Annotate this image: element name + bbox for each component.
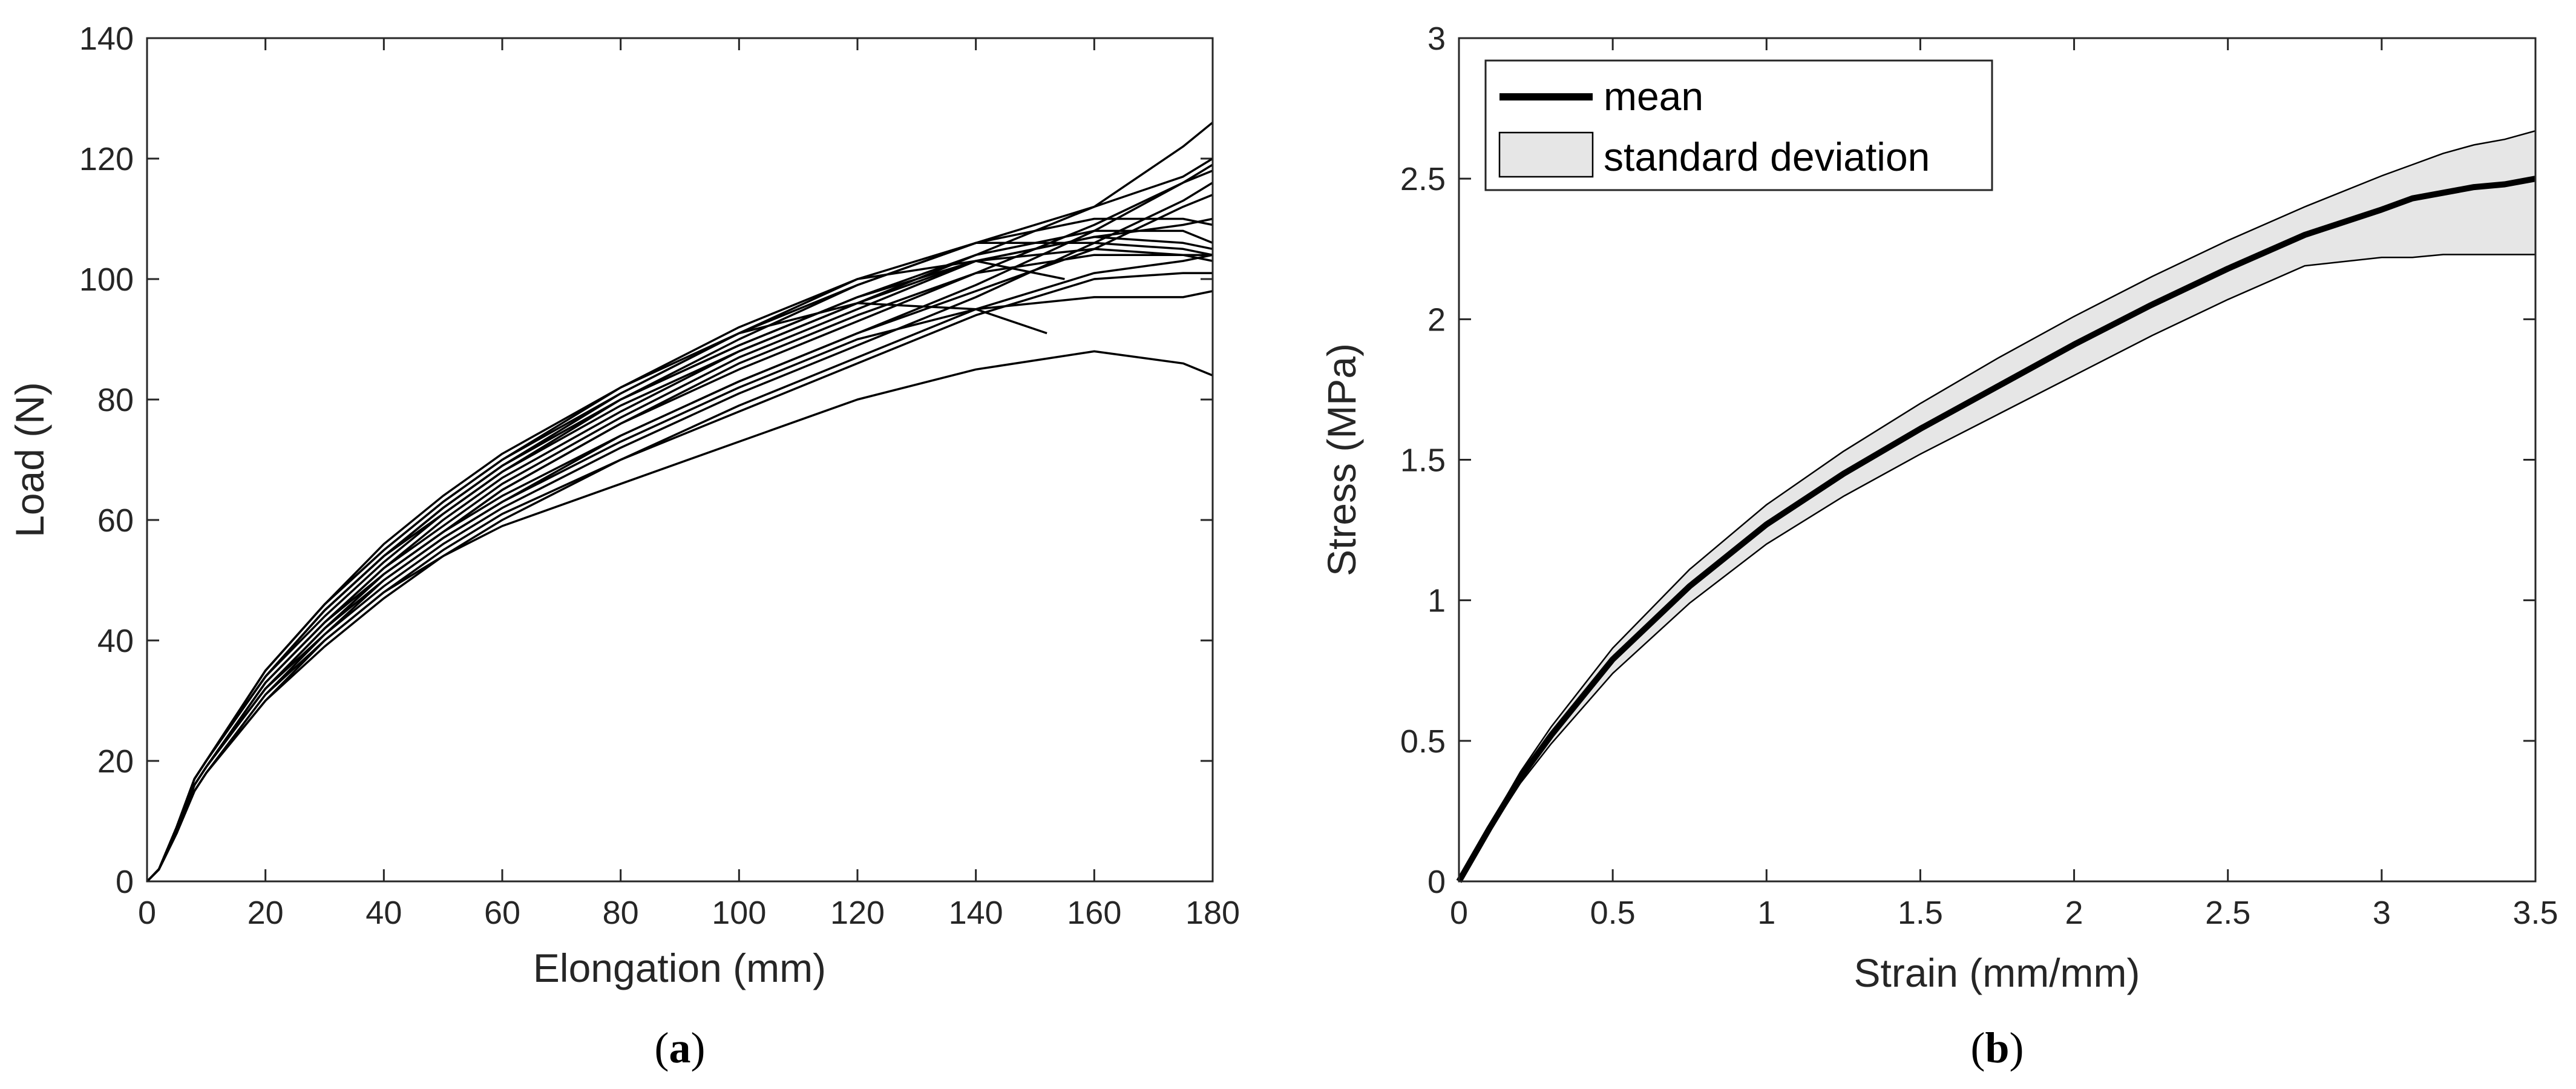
chart-a-ticks: 0 20 40 60 80 100 120 140 160 180 0 20 40 60 80 100 120 1… bbox=[79, 21, 1240, 931]
y-tick-label: 100 bbox=[79, 262, 134, 298]
y-tick-label: 0 bbox=[116, 864, 134, 900]
x-tick-label: 140 bbox=[949, 895, 1003, 931]
x-tick-label: 1.5 bbox=[1898, 895, 1943, 931]
x-tick-label: 100 bbox=[712, 895, 766, 931]
panel-caption-a: (a) bbox=[655, 1024, 706, 1072]
x-tick-label: 2.5 bbox=[2205, 895, 2250, 931]
x-tick-label: 40 bbox=[365, 895, 402, 931]
x-tick-label: 0.5 bbox=[1590, 895, 1636, 931]
y-tick-label: 1 bbox=[1427, 583, 1446, 619]
y-tick-label: 0 bbox=[1427, 864, 1446, 900]
y-tick-label: 80 bbox=[97, 382, 134, 418]
y-tick-label: 40 bbox=[97, 623, 134, 659]
chart-b-ticks: 0 0.5 1 1.5 2 2.5 3 3.5 0 0.5 1 1.5 2 2.5 3 bbox=[1400, 21, 2558, 931]
legend-mean-label: mean bbox=[1604, 74, 1703, 119]
y-tick-label: 0.5 bbox=[1400, 723, 1446, 760]
x-tick-label: 3 bbox=[2373, 895, 2391, 931]
y-tick-label: 20 bbox=[97, 743, 134, 780]
legend-std-label: standard deviation bbox=[1604, 134, 1930, 179]
y-tick-label: 60 bbox=[97, 502, 134, 539]
x-tick-label: 0 bbox=[138, 895, 156, 931]
chart-b-x-axis-title: Strain (mm/mm) bbox=[1854, 950, 2140, 995]
x-tick-label: 160 bbox=[1067, 895, 1121, 931]
chart-a-y-axis-title: Load (N) bbox=[7, 382, 52, 538]
load-curve-series bbox=[146, 260, 1065, 883]
chart-panel-b: 0 0.5 1 1.5 2 2.5 3 3.5 0 0.5 1 1.5 2 2.5 3 Strain (mm… bbox=[1319, 21, 2558, 1072]
legend-std-swatch bbox=[1498, 131, 1594, 178]
panel-caption-b: (b) bbox=[1970, 1024, 2024, 1072]
chart-a-frame bbox=[146, 37, 1214, 883]
y-tick-label: 2.5 bbox=[1400, 161, 1446, 197]
x-tick-label: 1 bbox=[1757, 895, 1775, 931]
x-tick-label: 80 bbox=[603, 895, 639, 931]
y-tick-label: 1.5 bbox=[1400, 443, 1446, 479]
load-curve-series bbox=[146, 217, 1213, 883]
x-tick-label: 2 bbox=[2065, 895, 2083, 931]
x-tick-label: 60 bbox=[484, 895, 520, 931]
mean-line bbox=[1456, 176, 2536, 883]
y-tick-label: 140 bbox=[79, 21, 134, 57]
load-curve-series bbox=[146, 350, 1213, 883]
chart-b-frame bbox=[1458, 37, 2537, 883]
chart-panel-a: 0 20 40 60 80 100 120 140 160 180 0 20 40 60 80 100 120 1… bbox=[7, 21, 1240, 1072]
x-tick-label: 20 bbox=[247, 895, 284, 931]
x-tick-label: 120 bbox=[830, 895, 885, 931]
chart-b-y-axis-title: Stress (MPa) bbox=[1319, 343, 1364, 576]
chart-a-series bbox=[146, 121, 1214, 883]
x-tick-label: 180 bbox=[1185, 895, 1240, 931]
x-tick-label: 3.5 bbox=[2512, 895, 2558, 931]
chart-a-x-axis-title: Elongation (mm) bbox=[533, 946, 826, 990]
y-tick-label: 120 bbox=[79, 141, 134, 177]
x-tick-label: 0 bbox=[1450, 895, 1468, 931]
chart-b-legend: mean standard deviation bbox=[1484, 59, 1993, 191]
y-tick-label: 3 bbox=[1427, 21, 1446, 57]
y-tick-label: 2 bbox=[1427, 301, 1446, 338]
